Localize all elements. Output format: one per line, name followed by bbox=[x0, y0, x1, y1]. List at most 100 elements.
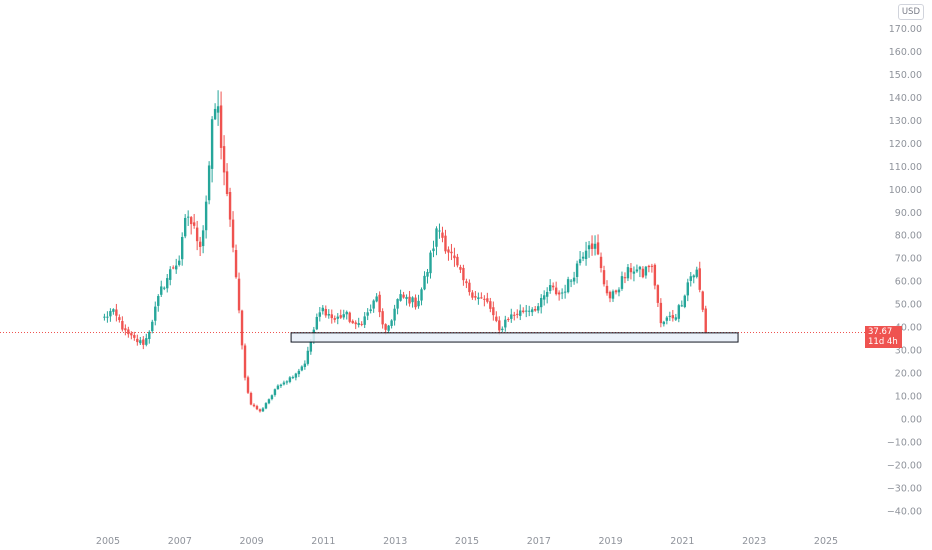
candle-body bbox=[483, 298, 486, 300]
candle-body bbox=[525, 310, 528, 312]
candle-body bbox=[617, 289, 621, 293]
candle-body bbox=[282, 382, 286, 385]
candle-body bbox=[345, 311, 348, 315]
candle-body bbox=[363, 316, 366, 325]
candle-body bbox=[692, 275, 695, 278]
candle-body bbox=[528, 310, 531, 312]
candle-body bbox=[653, 264, 657, 286]
candle-body bbox=[309, 341, 313, 352]
candle-body bbox=[629, 268, 633, 273]
candle-body bbox=[468, 282, 471, 293]
y-tick-label: 10.00 bbox=[895, 392, 922, 403]
x-tick-label: 2023 bbox=[742, 536, 766, 547]
candle-body bbox=[420, 289, 423, 301]
candle-body bbox=[106, 316, 109, 318]
candle-body bbox=[387, 325, 390, 331]
candle-body bbox=[671, 315, 675, 319]
candle-body bbox=[593, 243, 597, 249]
price-axis[interactable]: 170.00 160.00 150.00 140.00 130.00 120.00 110.… bbox=[887, 24, 922, 517]
candle-body bbox=[294, 373, 298, 378]
candle-body bbox=[498, 320, 501, 331]
candle-body bbox=[213, 108, 217, 120]
candle-body bbox=[231, 219, 235, 248]
candle-body bbox=[172, 267, 175, 269]
candle-body bbox=[581, 256, 585, 259]
candle-body bbox=[157, 296, 160, 306]
candle-body bbox=[169, 269, 172, 280]
candle-body bbox=[195, 227, 199, 242]
currency-button[interactable]: USD bbox=[897, 4, 924, 20]
candle-body bbox=[219, 105, 223, 148]
x-tick-label: 2011 bbox=[311, 536, 335, 547]
y-tick-label: 120.00 bbox=[889, 139, 922, 150]
candle-body bbox=[315, 316, 319, 330]
y-tick-label: 110.00 bbox=[889, 162, 922, 173]
candle-body bbox=[656, 285, 660, 303]
candle-body bbox=[183, 217, 187, 237]
time-axis[interactable]: 2005 2007 2009 2011 2013 2015 2017 2019 2021 2023… bbox=[96, 536, 838, 547]
y-tick-label: 100.00 bbox=[889, 185, 922, 196]
candle-body bbox=[127, 329, 130, 335]
candle-body bbox=[572, 277, 576, 282]
candle-body bbox=[186, 216, 190, 218]
candle-body bbox=[542, 295, 546, 300]
candle-body bbox=[121, 321, 124, 330]
candle-body bbox=[626, 267, 630, 279]
candle-body bbox=[674, 317, 678, 320]
candle-body bbox=[378, 294, 381, 313]
candle-body bbox=[210, 119, 214, 169]
candle-body bbox=[154, 306, 157, 321]
candle-body bbox=[324, 308, 327, 316]
candle-body bbox=[596, 242, 600, 255]
y-tick-label: 60.00 bbox=[895, 277, 922, 288]
candle-body bbox=[519, 310, 522, 316]
candle-body bbox=[288, 377, 292, 382]
candle-body bbox=[175, 265, 178, 270]
candle-body bbox=[608, 291, 612, 299]
last-price-value: 37.67 bbox=[868, 327, 893, 338]
candle-body bbox=[393, 308, 396, 321]
candle-body bbox=[614, 290, 618, 293]
candle-body bbox=[704, 308, 707, 333]
candle-body bbox=[701, 291, 704, 310]
y-tick-label: 140.00 bbox=[889, 93, 922, 104]
candle-body bbox=[641, 268, 645, 278]
y-tick-label: 0.00 bbox=[901, 415, 922, 426]
candle-body bbox=[112, 309, 115, 312]
y-tick-label: 40.00 bbox=[895, 323, 922, 334]
candle-body bbox=[557, 292, 561, 295]
candle-body bbox=[402, 294, 405, 298]
candle-body bbox=[252, 404, 256, 407]
candle-body bbox=[396, 299, 399, 309]
candle-body bbox=[285, 381, 289, 383]
candle-body bbox=[680, 305, 684, 307]
candle-body bbox=[563, 291, 567, 293]
candle-body bbox=[447, 249, 450, 253]
candle-body bbox=[638, 266, 642, 270]
candle-body bbox=[357, 323, 360, 325]
candle-body bbox=[423, 275, 426, 290]
x-tick-label: 2021 bbox=[670, 536, 694, 547]
x-tick-label: 2013 bbox=[383, 536, 407, 547]
candle-body bbox=[270, 395, 274, 400]
candle-body bbox=[408, 296, 411, 304]
y-tick-label: 20.00 bbox=[895, 369, 922, 380]
x-tick-label: 2005 bbox=[96, 536, 120, 547]
candle-body bbox=[513, 314, 516, 316]
candle-body bbox=[456, 256, 459, 266]
candle-body bbox=[225, 171, 229, 195]
candle-body bbox=[399, 294, 402, 301]
candle-body bbox=[342, 314, 345, 318]
candle-body bbox=[204, 201, 208, 231]
candle-body bbox=[486, 298, 489, 302]
y-tick-label: 130.00 bbox=[889, 116, 922, 127]
support-zone-rectangle[interactable] bbox=[290, 332, 739, 343]
y-tick-label: 70.00 bbox=[895, 254, 922, 265]
candle-body bbox=[279, 384, 283, 387]
candle-body bbox=[590, 243, 594, 249]
candle-body bbox=[330, 314, 333, 319]
candle-body bbox=[178, 260, 181, 265]
candle-body bbox=[531, 309, 534, 313]
candle-body bbox=[124, 328, 127, 331]
